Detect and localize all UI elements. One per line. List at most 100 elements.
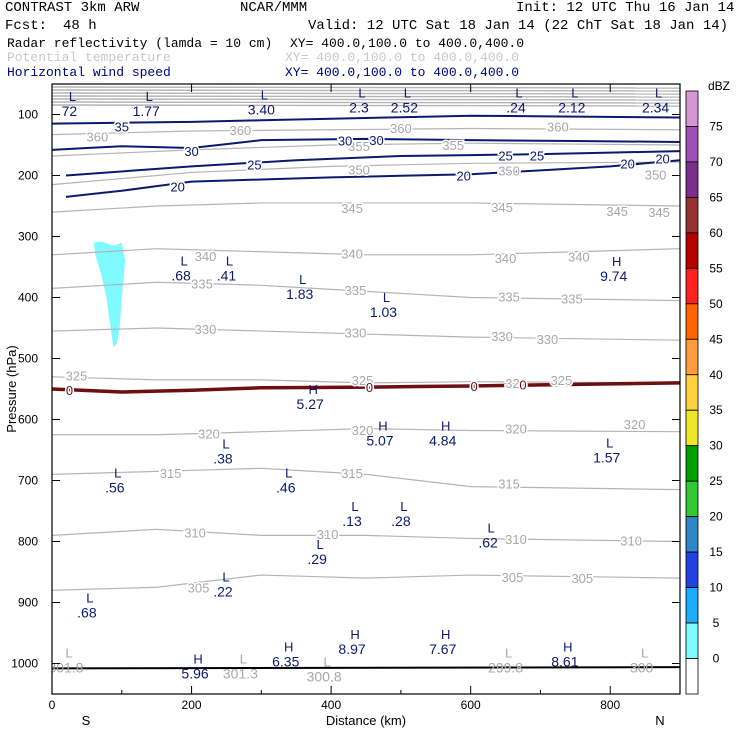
colorbar-swatch: [685, 516, 699, 553]
contour-label: 315: [341, 466, 363, 481]
contour-label: 330: [491, 329, 513, 344]
colorbar-label: 10: [709, 581, 723, 595]
contour-label: 325: [66, 369, 88, 384]
extremum-marker: H: [193, 652, 202, 667]
extremum-marker: L: [404, 86, 411, 101]
theta-contour-325: [52, 376, 680, 384]
contour-label: 335: [561, 292, 583, 307]
x-axis-title: Distance (km): [326, 713, 406, 728]
extremum-value: .68: [77, 605, 97, 621]
theta-contour-305: [52, 574, 680, 591]
colorbar-swatch: [685, 303, 699, 340]
y-tick-label: 800: [18, 535, 38, 549]
colorbar-label: 75: [709, 119, 723, 133]
extremum-value: 1.77: [133, 103, 160, 119]
extremum-value: 300.8: [307, 669, 342, 685]
wind-contour-30: [52, 137, 680, 151]
legend-wind-name: Horizontal wind speed: [7, 65, 171, 80]
contour-label: 320: [505, 422, 527, 437]
colorbar-label: 30: [709, 439, 723, 453]
colorbar-swatch: [685, 374, 699, 411]
y-tick-label: 400: [18, 291, 38, 305]
extremum-marker: L: [358, 86, 365, 101]
wind-contour-35: [52, 114, 680, 125]
contour-label: 310: [505, 532, 527, 547]
extremum-value: 9.74: [600, 268, 627, 284]
contour-label: 30: [369, 133, 383, 148]
ground-line: [52, 666, 680, 670]
colorbar-swatch: [685, 267, 699, 305]
extremum-value: 6.35: [272, 653, 299, 669]
extremum-marker: H: [441, 419, 450, 434]
contour-label: 340: [341, 247, 363, 262]
theta-stratosphere-line: [52, 104, 680, 107]
contour-label: 360: [87, 129, 109, 144]
colorbar-label: 20: [709, 510, 723, 524]
extremum-value: 1.57: [593, 450, 620, 466]
colorbar-swatch: [685, 551, 699, 588]
init-time: Init: 12 UTC Thu 16 Jan 14: [516, 0, 735, 16]
theta-contour-320: [52, 428, 680, 436]
colorbar-swatch: [685, 658, 699, 695]
extremum-value: .68: [171, 267, 191, 283]
extremum-marker: H: [284, 639, 293, 654]
legend-reflectivity-name: Radar reflectivity (lamda = 10 cm): [7, 36, 273, 51]
extremum-value: 2.3: [349, 100, 369, 116]
extremum-value: .22: [213, 583, 233, 599]
extremum-marker: L: [505, 646, 512, 661]
legend-wind-xy: XY= 400.0,100.0 to 400.0,400.0: [285, 65, 520, 80]
colorbar-label: 45: [709, 332, 723, 346]
colorbar-label: 5: [713, 616, 720, 630]
model-name: CONTRAST 3km ARW: [5, 0, 140, 16]
extremum-value: 72: [62, 103, 78, 119]
extremum-marker: L: [86, 591, 93, 606]
contour-label: 320: [624, 417, 646, 432]
extremum-value: .62: [478, 534, 498, 550]
theta-stratosphere-line: [52, 86, 680, 89]
contour-label: 310: [620, 533, 642, 548]
colorbar-swatch: [685, 126, 699, 163]
colorbar-label: 60: [709, 226, 723, 240]
wind-contour-25: [65, 150, 680, 177]
y-tick-label: 500: [18, 352, 38, 366]
extremum-value: 301.8: [48, 660, 83, 676]
extremum-value: .38: [213, 450, 233, 466]
extremum-value: 301.3: [223, 666, 258, 682]
south-label: S: [82, 713, 91, 728]
contour-label: 35: [115, 120, 129, 135]
colorbar-label: 35: [709, 403, 723, 417]
contour-label: 330: [537, 332, 559, 347]
contour-label: 330: [195, 322, 217, 337]
contour-label: 325: [551, 373, 573, 388]
contour-label: 320: [352, 423, 374, 438]
extremum-marker: L: [400, 499, 407, 514]
theta-stratosphere-line: [52, 95, 680, 98]
extremum-marker: L: [655, 86, 662, 101]
contour-label: 340: [568, 250, 590, 265]
plot-frame: [51, 83, 681, 695]
extremum-value: .24: [506, 100, 526, 116]
extremum-value: 8.61: [551, 653, 578, 669]
theta-contour-360: [52, 127, 680, 136]
extremum-value: 4.84: [429, 433, 456, 449]
theta-contour-340: [52, 248, 680, 256]
extremum-marker: L: [641, 646, 648, 661]
extremum-marker: L: [222, 436, 229, 451]
extremum-marker: L: [114, 466, 121, 481]
contour-label: 0: [66, 383, 73, 398]
extremum-value: 2.52: [391, 100, 418, 116]
extremum-marker: L: [222, 569, 229, 584]
extremum-marker: L: [65, 646, 72, 661]
contour-label: 335: [345, 283, 367, 298]
colorbar-swatch: [685, 90, 699, 127]
wind-contour-20: [65, 159, 680, 198]
x-tick-label: 600: [461, 698, 481, 712]
y-axis-title: Pressure (hPa): [4, 345, 19, 432]
extremum-marker: L: [69, 89, 76, 104]
y-tick-label: 700: [18, 474, 38, 488]
theta-contour-350: [52, 161, 680, 186]
contour-label: 340: [495, 251, 517, 266]
contour-label: 360: [230, 123, 252, 138]
extremum-value: 2.34: [642, 100, 669, 116]
